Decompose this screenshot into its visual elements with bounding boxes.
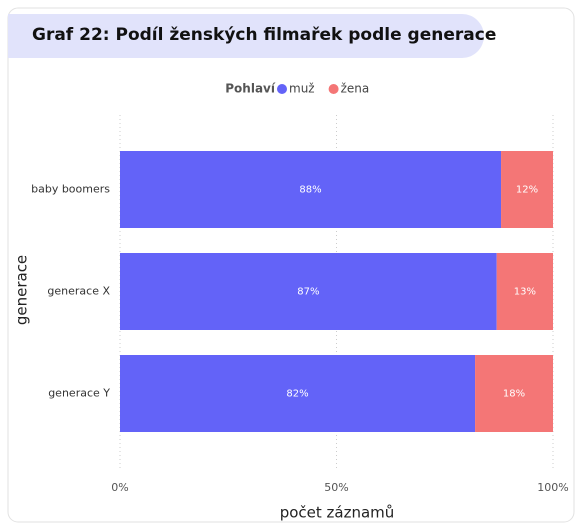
bar bbox=[120, 253, 497, 330]
bar bbox=[501, 151, 553, 228]
legend-title: Pohlaví bbox=[225, 82, 276, 96]
chart-title: Graf 22: Podíl ženských filmařek podle g… bbox=[32, 25, 496, 45]
x-tick-label: 100% bbox=[537, 481, 568, 494]
y-tick-label: generace X bbox=[47, 285, 110, 298]
legend-swatch bbox=[328, 84, 339, 94]
data-label: 82% bbox=[286, 389, 308, 400]
data-label: 88% bbox=[299, 185, 321, 196]
data-label: 13% bbox=[514, 287, 536, 298]
title-banner bbox=[8, 14, 484, 58]
bar bbox=[120, 151, 502, 228]
bar bbox=[496, 253, 553, 330]
y-tick-label: baby boomers bbox=[31, 183, 110, 196]
data-label: 87% bbox=[297, 287, 319, 298]
legend-label: muž bbox=[289, 82, 315, 96]
x-axis-label: počet záznamů bbox=[280, 504, 395, 522]
legend-label: žena bbox=[341, 82, 370, 96]
x-tick-label: 50% bbox=[324, 481, 348, 494]
bar bbox=[475, 355, 553, 432]
data-label: 12% bbox=[516, 185, 538, 196]
bar bbox=[120, 355, 476, 432]
x-tick-label: 0% bbox=[111, 481, 128, 494]
y-tick-label: generace Y bbox=[48, 387, 110, 400]
legend-swatch bbox=[277, 84, 287, 94]
data-label: 18% bbox=[503, 389, 525, 400]
y-axis-label: generace bbox=[13, 255, 31, 325]
